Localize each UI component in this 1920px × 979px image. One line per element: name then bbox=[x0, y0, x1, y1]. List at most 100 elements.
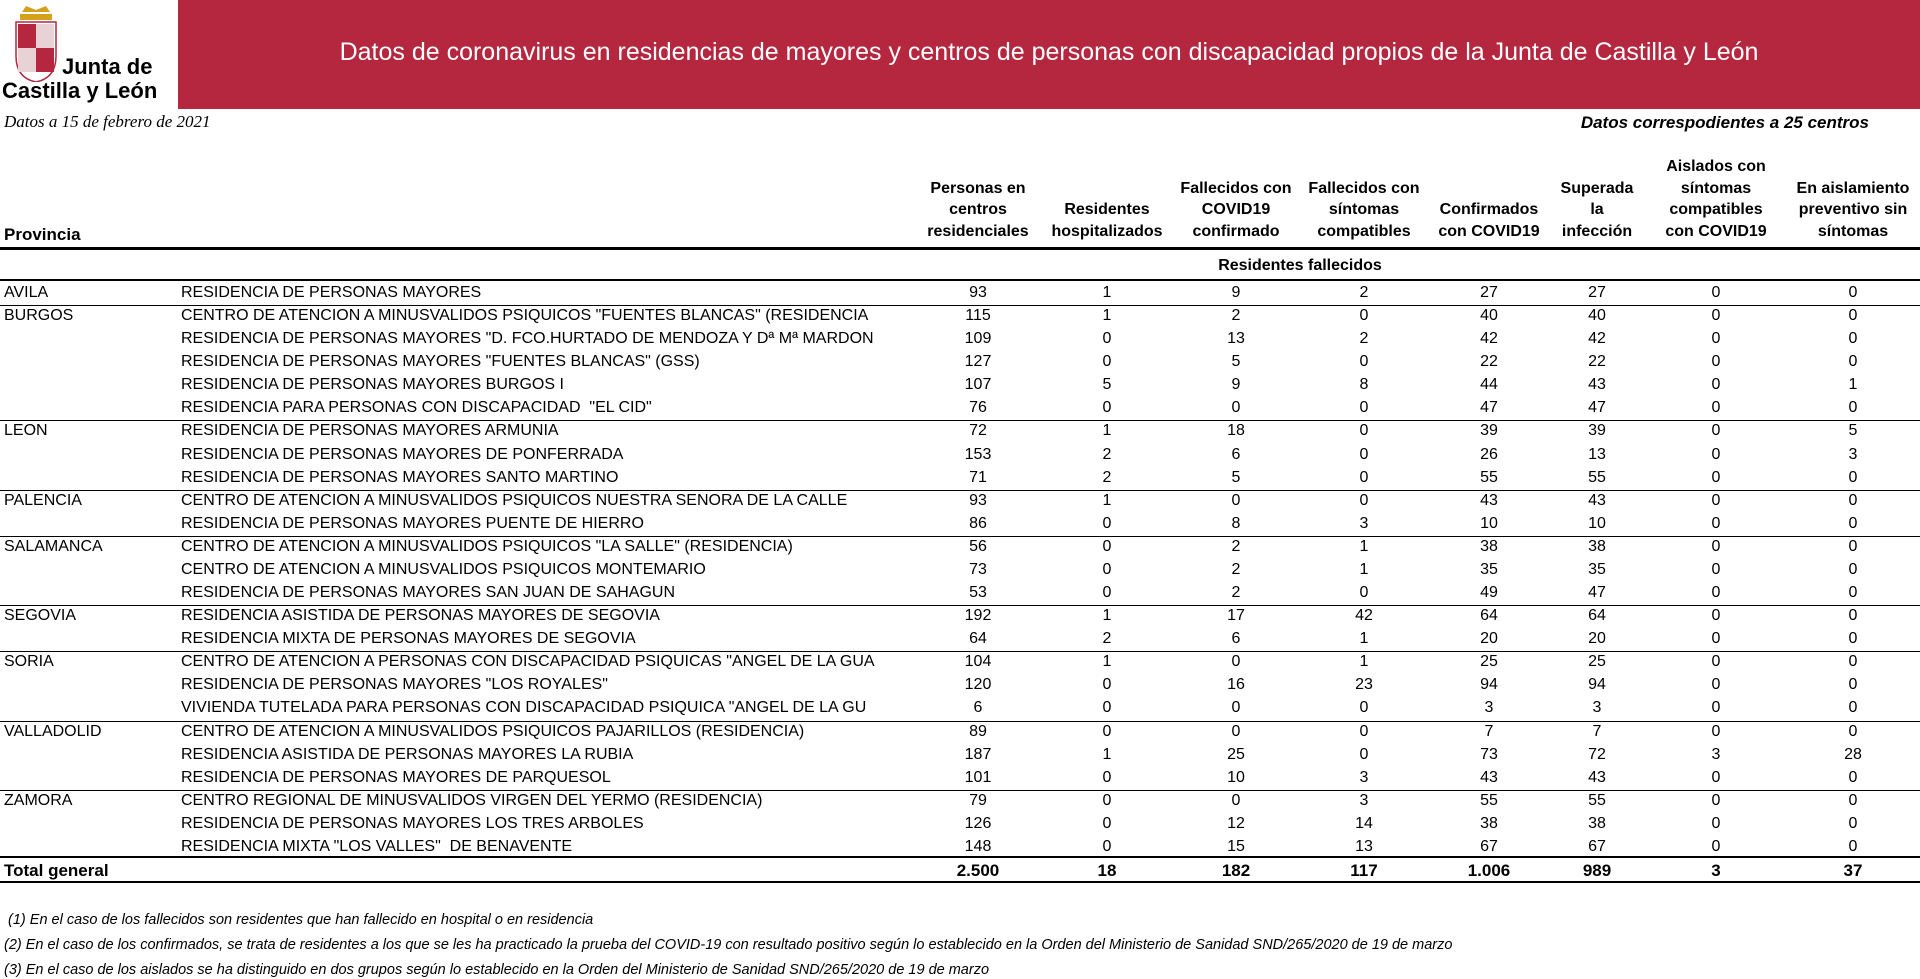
rule bbox=[0, 881, 1920, 883]
cell: 0 bbox=[1848, 330, 1858, 348]
center-name: CENTRO REGIONAL DE MINUSVALIDOS VIRGEN D… bbox=[181, 792, 763, 809]
center-name: RESIDENCIA PARA PERSONAS CON DISCAPACIDA… bbox=[181, 400, 652, 417]
cell: 38 bbox=[1480, 814, 1498, 832]
cell: 17 bbox=[1227, 607, 1245, 625]
cell: 0 bbox=[1359, 399, 1369, 417]
cell: 39 bbox=[1480, 422, 1498, 440]
cell: 0 bbox=[1711, 353, 1721, 371]
cell: 25 bbox=[1480, 653, 1498, 671]
row-separator bbox=[0, 605, 1920, 607]
cell: 0 bbox=[1711, 607, 1721, 625]
cell: 6 bbox=[1231, 445, 1241, 463]
cell: 55 bbox=[1480, 791, 1498, 809]
cell: 1 bbox=[1102, 745, 1112, 763]
cell: 192 bbox=[964, 607, 992, 625]
column-header: con COVID19 bbox=[1438, 222, 1540, 240]
center-name: CENTRO DE ATENCION A MINUSVALIDOS PSIQUI… bbox=[181, 538, 793, 555]
logo-text: Castilla y León bbox=[2, 78, 158, 103]
center-name: RESIDENCIA DE PERSONAS MAYORES DE PONFER… bbox=[181, 446, 624, 463]
cell: 1 bbox=[1102, 491, 1112, 509]
cell: 0 bbox=[1231, 791, 1241, 809]
cell: 44 bbox=[1480, 376, 1498, 394]
cell: 26 bbox=[1480, 445, 1498, 463]
cell: 126 bbox=[964, 814, 992, 832]
cell: 127 bbox=[964, 353, 992, 371]
cell: 109 bbox=[964, 330, 992, 348]
cell: 47 bbox=[1588, 399, 1606, 417]
cell: 3 bbox=[1484, 699, 1494, 717]
cell: 0 bbox=[1711, 330, 1721, 348]
cell: 10 bbox=[1588, 514, 1606, 532]
province: SORIA bbox=[4, 653, 54, 671]
cell: 13 bbox=[1355, 837, 1373, 855]
date: Datos a 15 de febrero de 2021 bbox=[4, 112, 211, 131]
cell: 6 bbox=[1231, 630, 1241, 648]
cell: 0 bbox=[1711, 653, 1721, 671]
center-name: RESIDENCIA DE PERSONAS MAYORES ARMUNIA bbox=[181, 423, 559, 440]
cell: 2 bbox=[1102, 468, 1112, 486]
cell: 1 bbox=[1102, 307, 1112, 325]
row-separator bbox=[0, 535, 1920, 537]
column-header: Personas en bbox=[930, 179, 1026, 197]
footnote: (2) En el caso de los confirmados, se tr… bbox=[4, 937, 1453, 953]
cell: 94 bbox=[1480, 676, 1498, 694]
province: SEGOVIA bbox=[4, 607, 77, 625]
cell: 0 bbox=[1711, 630, 1721, 648]
cell: 67 bbox=[1480, 837, 1498, 855]
page-title: Datos de coronavirus en residencias de m… bbox=[339, 38, 1759, 66]
cell: 35 bbox=[1588, 560, 1606, 578]
cell: 23 bbox=[1355, 676, 1373, 694]
row-separator bbox=[0, 305, 1920, 307]
cell: 3 bbox=[1848, 445, 1858, 463]
center-name: RESIDENCIA MIXTA "LOS VALLES" DE BENAVEN… bbox=[181, 838, 573, 855]
cell: 0 bbox=[1848, 722, 1858, 740]
cell: 0 bbox=[1848, 468, 1858, 486]
cell: 0 bbox=[1711, 491, 1721, 509]
center-name: RESIDENCIA DE PERSONAS MAYORES "FUENTES … bbox=[181, 354, 700, 371]
cell: 0 bbox=[1711, 422, 1721, 440]
cell: 0 bbox=[1231, 699, 1241, 717]
cell: 1 bbox=[1848, 376, 1858, 394]
cell: 0 bbox=[1711, 676, 1721, 694]
cell: 0 bbox=[1231, 399, 1241, 417]
cell: 42 bbox=[1588, 330, 1606, 348]
cell: 1 bbox=[1359, 537, 1369, 555]
cell: 0 bbox=[1848, 353, 1858, 371]
cell: 0 bbox=[1848, 284, 1858, 301]
center-name: RESIDENCIA DE PERSONAS MAYORES "LOS ROYA… bbox=[181, 677, 608, 694]
column-header: síntomas bbox=[1328, 201, 1400, 218]
cell: 15 bbox=[1227, 837, 1245, 855]
cell: 8 bbox=[1231, 514, 1241, 532]
column-header: síntomas bbox=[1817, 222, 1889, 240]
cell: 0 bbox=[1102, 768, 1112, 786]
cell: 0 bbox=[1102, 722, 1112, 740]
center-name: RESIDENCIA ASISTIDA DE PERSONAS MAYORES … bbox=[181, 608, 660, 625]
cell: 0 bbox=[1359, 353, 1369, 371]
cell: 56 bbox=[969, 537, 987, 555]
row-separator bbox=[0, 651, 1920, 653]
column-header: preventivo sin bbox=[1798, 201, 1908, 218]
cell: 0 bbox=[1102, 837, 1112, 855]
cell: 0 bbox=[1359, 445, 1369, 463]
cell: 0 bbox=[1848, 814, 1858, 832]
cell: 0 bbox=[1711, 722, 1721, 740]
cell: 0 bbox=[1711, 376, 1721, 394]
cell: 0 bbox=[1711, 768, 1721, 786]
center-name: CENTRO DE ATENCION A MINUSVALIDOS PSIQUI… bbox=[181, 561, 706, 578]
column-header: Residentes bbox=[1064, 201, 1150, 218]
cell: 0 bbox=[1848, 560, 1858, 578]
total-cell: 37 bbox=[1843, 861, 1863, 880]
cell: 40 bbox=[1588, 307, 1606, 325]
cell: 0 bbox=[1848, 768, 1858, 786]
cell: 10 bbox=[1480, 514, 1498, 532]
column-header: centros bbox=[949, 201, 1007, 218]
rule bbox=[0, 247, 1920, 250]
cell: 107 bbox=[964, 376, 992, 394]
column-header: En aislamiento bbox=[1796, 179, 1910, 197]
header-bar bbox=[178, 0, 1920, 109]
cell: 0 bbox=[1848, 607, 1858, 625]
row-separator bbox=[0, 789, 1920, 791]
column-header: residenciales bbox=[927, 222, 1029, 240]
center-name: RESIDENCIA DE PERSONAS MAYORES BURGOS I bbox=[181, 377, 564, 394]
